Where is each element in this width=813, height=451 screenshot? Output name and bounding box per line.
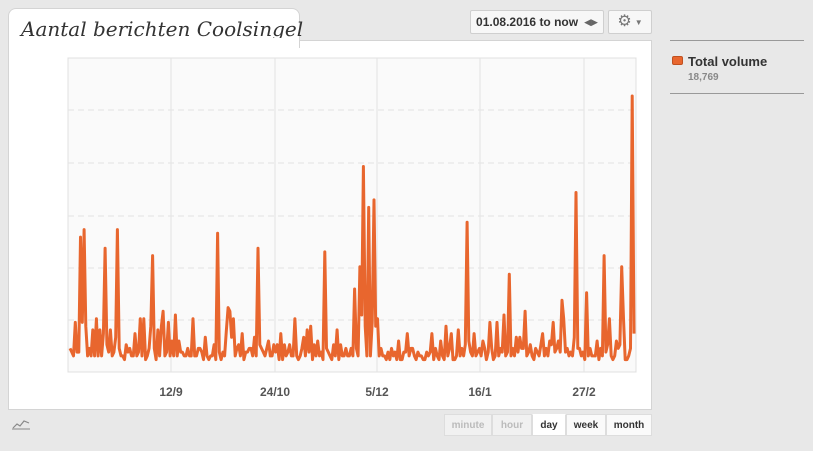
gear-icon: ⚙	[617, 13, 632, 30]
x-axis-ticks: 12/9 24/10 5/12 16/1 27/2	[159, 385, 596, 399]
granularity-hour-button[interactable]: hour	[492, 414, 532, 436]
left-right-arrows-icon: ◀▶	[584, 16, 598, 27]
date-range-button[interactable]: 01.08.2016 to now ◀▶	[470, 10, 604, 34]
granularity-week-button[interactable]: week	[566, 414, 606, 436]
legend: Total volume 18,769	[670, 40, 804, 94]
chart-title: Aantal berichten Coolsingel	[21, 17, 304, 41]
x-tick-label: 16/1	[468, 385, 492, 399]
x-tick-label: 27/2	[572, 385, 596, 399]
x-tick-label: 24/10	[260, 385, 290, 399]
title-tab-join	[9, 38, 299, 42]
chevron-down-icon: ▼	[634, 17, 643, 27]
x-tick-label: 5/12	[365, 385, 389, 399]
series-line-total-volume	[68, 94, 636, 362]
granularity-day-button[interactable]: day	[532, 414, 566, 436]
legend-swatch[interactable]	[672, 56, 683, 65]
granularity-month-button[interactable]: month	[606, 414, 652, 436]
x-tick-label: 12/9	[159, 385, 183, 399]
legend-series-name[interactable]: Total volume	[688, 54, 768, 69]
granularity-minute-button[interactable]: minute	[444, 414, 492, 436]
legend-series-count: 18,769	[688, 72, 719, 83]
date-range-label: 01.08.2016 to now	[476, 15, 579, 29]
line-chart-icon[interactable]	[12, 418, 30, 430]
settings-button[interactable]: ⚙ ▼	[608, 10, 652, 34]
